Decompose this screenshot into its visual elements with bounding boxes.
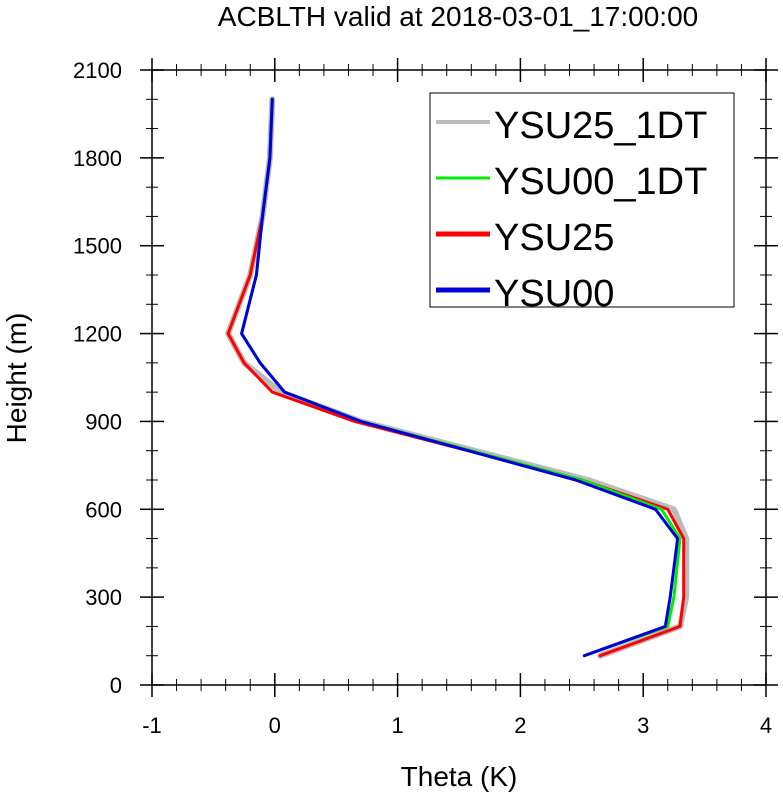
x-tick-label: 4 — [760, 713, 772, 738]
x-tick-label: 0 — [269, 713, 281, 738]
y-tick-label: 2100 — [73, 58, 122, 83]
axis-ticks: -1 0 1 2 3 4 0 300 600 900 1200 1500 1800 2100 — [73, 58, 778, 738]
y-tick-label: 1800 — [73, 146, 122, 171]
legend-label: YSU00 — [494, 273, 614, 315]
y-tick-label: 1500 — [73, 234, 122, 259]
series-lines — [225, 96, 690, 659]
y-tick-label: 600 — [85, 497, 122, 522]
y-tick-label: 300 — [85, 585, 122, 610]
x-tick-label: 2 — [514, 713, 526, 738]
legend-box — [429, 92, 735, 308]
y-axis-label: Height (m) — [1, 313, 32, 444]
plot-border — [151, 69, 767, 686]
x-axis-label: Theta (K) — [401, 761, 518, 792]
y-tick-label: 900 — [85, 409, 122, 434]
legend: YSU25_1DT YSU00_1DT YSU25 YSU00 — [429, 92, 735, 315]
legend-label: YSU25 — [494, 217, 614, 259]
x-tick-label: 1 — [391, 713, 403, 738]
legend-label: YSU00_1DT — [494, 161, 707, 203]
legend-label: YSU25_1DT — [494, 105, 707, 147]
plot-area — [151, 69, 767, 686]
x-tick-label: -1 — [142, 713, 162, 738]
series-line-ysu00 — [240, 97, 680, 658]
y-tick-label: 0 — [110, 673, 122, 698]
x-tick-label: 3 — [637, 713, 649, 738]
y-tick-label: 1200 — [73, 322, 122, 347]
chart-title: ACBLTH valid at 2018-03-01_17:00:00 — [218, 1, 698, 32]
